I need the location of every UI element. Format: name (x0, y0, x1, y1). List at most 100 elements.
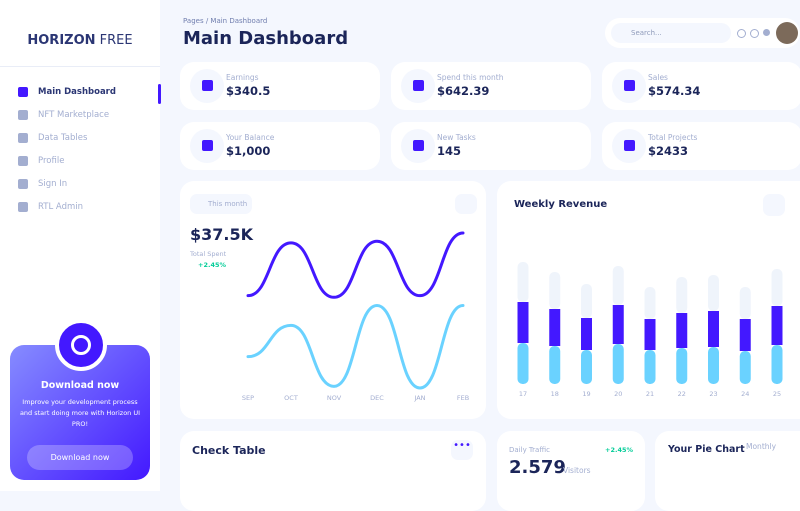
spent-card: This month $37.5K Total Spent +2.45% SEP… (180, 181, 486, 419)
x-tick-label: 22 (678, 390, 686, 398)
search-input[interactable]: Search... (611, 23, 731, 43)
bar-segment (676, 313, 688, 348)
bar-segment (739, 351, 751, 384)
bell-icon[interactable] (737, 29, 746, 38)
nav-icon (18, 133, 28, 143)
period-select[interactable]: Monthly (746, 442, 777, 451)
stat-icon (612, 129, 646, 163)
nav-item[interactable]: RTL Admin (38, 202, 84, 212)
line-series (246, 231, 465, 299)
promo-button[interactable]: Download now (27, 445, 133, 470)
stat-label: New Tasks (437, 133, 476, 142)
bar-segment (644, 350, 656, 384)
traffic-value: 2.579 (509, 457, 566, 478)
bar-segment (612, 305, 624, 344)
stat-label: Your Balance (226, 133, 275, 142)
bar-segment (771, 306, 783, 345)
stat-value: $574.34 (648, 84, 701, 98)
spent-change: +2.45% (198, 261, 226, 269)
traffic-card: Daily Traffic +2.45% 2.579 Visitors (497, 431, 645, 511)
bar-segment (612, 266, 624, 305)
traffic-label: Daily Traffic (509, 446, 550, 454)
bar-segment (581, 350, 592, 384)
pie-card: Your Pie Chart Monthly (655, 431, 800, 511)
active-indicator (158, 84, 161, 104)
bar-segment (581, 284, 592, 318)
icon-glyph (202, 140, 213, 151)
spent-label: Total Spent (190, 250, 227, 258)
bar-segment (517, 343, 529, 384)
bar-segment (644, 319, 656, 350)
stat-value: $340.5 (226, 84, 271, 98)
icon-glyph (624, 140, 635, 151)
breadcrumb[interactable]: Pages / Main Dashboard (183, 17, 268, 25)
bar-segment (549, 272, 561, 309)
x-tick-label: NOV (327, 394, 342, 402)
avatar[interactable] (776, 22, 798, 44)
nav-item[interactable]: Profile (38, 156, 65, 166)
table-title: Check Table (192, 444, 266, 457)
stat-value: $1,000 (226, 144, 271, 158)
nav-item[interactable]: Data Tables (38, 133, 88, 143)
stat-card: Sales $574.34 (602, 62, 800, 110)
theme-icon[interactable] (763, 29, 770, 36)
stat-label: Sales (648, 73, 668, 82)
stat-label: Earnings (226, 73, 259, 82)
stat-card: Earnings $340.5 (180, 62, 380, 110)
bar-chart: 17 18 19 20 21 22 23 24 25 (517, 262, 783, 398)
nav-item[interactable]: Sign In (38, 179, 68, 189)
x-tick-label: 23 (709, 390, 717, 398)
x-tick-label: 17 (519, 390, 527, 398)
stat-card: Total Projects $2433 (602, 122, 800, 170)
promo-logo (55, 319, 107, 371)
period-button[interactable]: This month (190, 194, 252, 214)
stat-icon (401, 69, 435, 103)
x-tick-label: 21 (646, 390, 654, 398)
nav-item[interactable]: Main Dashboard (38, 87, 116, 97)
menu-button[interactable]: ••• (451, 440, 473, 460)
stat-icon (190, 129, 224, 163)
bar-segment (708, 311, 719, 347)
nav-icon (18, 202, 28, 212)
stat-card: Your Balance $1,000 (180, 122, 380, 170)
x-tick-label: JAN (413, 394, 425, 402)
bar-segment (644, 287, 656, 319)
bar-segment (739, 287, 751, 319)
bar-segment (549, 346, 561, 384)
x-tick-label: 20 (614, 390, 622, 398)
stat-value: 145 (437, 144, 462, 158)
topbar: Search... (605, 18, 800, 48)
check-table-card: Check Table ••• (180, 431, 486, 511)
promo-card: Download now Improve your development pr… (10, 319, 150, 480)
sidebar: HORIZON FREE Main Dashboard NFT Marketpla… (0, 0, 161, 491)
brand-light: FREE (99, 33, 133, 48)
line-series (246, 304, 465, 390)
bar-segment (676, 348, 688, 384)
bar-segment (612, 344, 624, 384)
promo-title: Download now (40, 380, 120, 391)
stat-value: $642.39 (437, 84, 490, 98)
bar-segment (708, 275, 719, 311)
x-tick-label: SEP (242, 394, 254, 402)
bar-segment (708, 347, 719, 384)
revenue-title: Weekly Revenue (514, 199, 608, 210)
bar-segment (517, 302, 529, 343)
bar-segment (581, 318, 592, 350)
chart-button[interactable] (455, 194, 477, 214)
x-tick-label: 24 (741, 390, 749, 398)
traffic-unit: Visitors (563, 466, 591, 475)
nav-item[interactable]: NFT Marketplace (38, 110, 110, 120)
info-icon[interactable] (750, 29, 759, 38)
bar-segment (771, 345, 783, 384)
promo-text: Improve your development process and sta… (19, 398, 141, 428)
x-tick-label: OCT (284, 394, 298, 402)
bar-segment (517, 262, 529, 302)
stat-value: $2433 (648, 144, 689, 158)
x-tick-label: 18 (551, 390, 559, 398)
bar-segment (676, 277, 688, 313)
stat-icon (612, 69, 646, 103)
x-tick-label: DEC (370, 394, 384, 402)
brand: HORIZON FREE (0, 33, 160, 48)
chart-button[interactable] (763, 194, 785, 216)
